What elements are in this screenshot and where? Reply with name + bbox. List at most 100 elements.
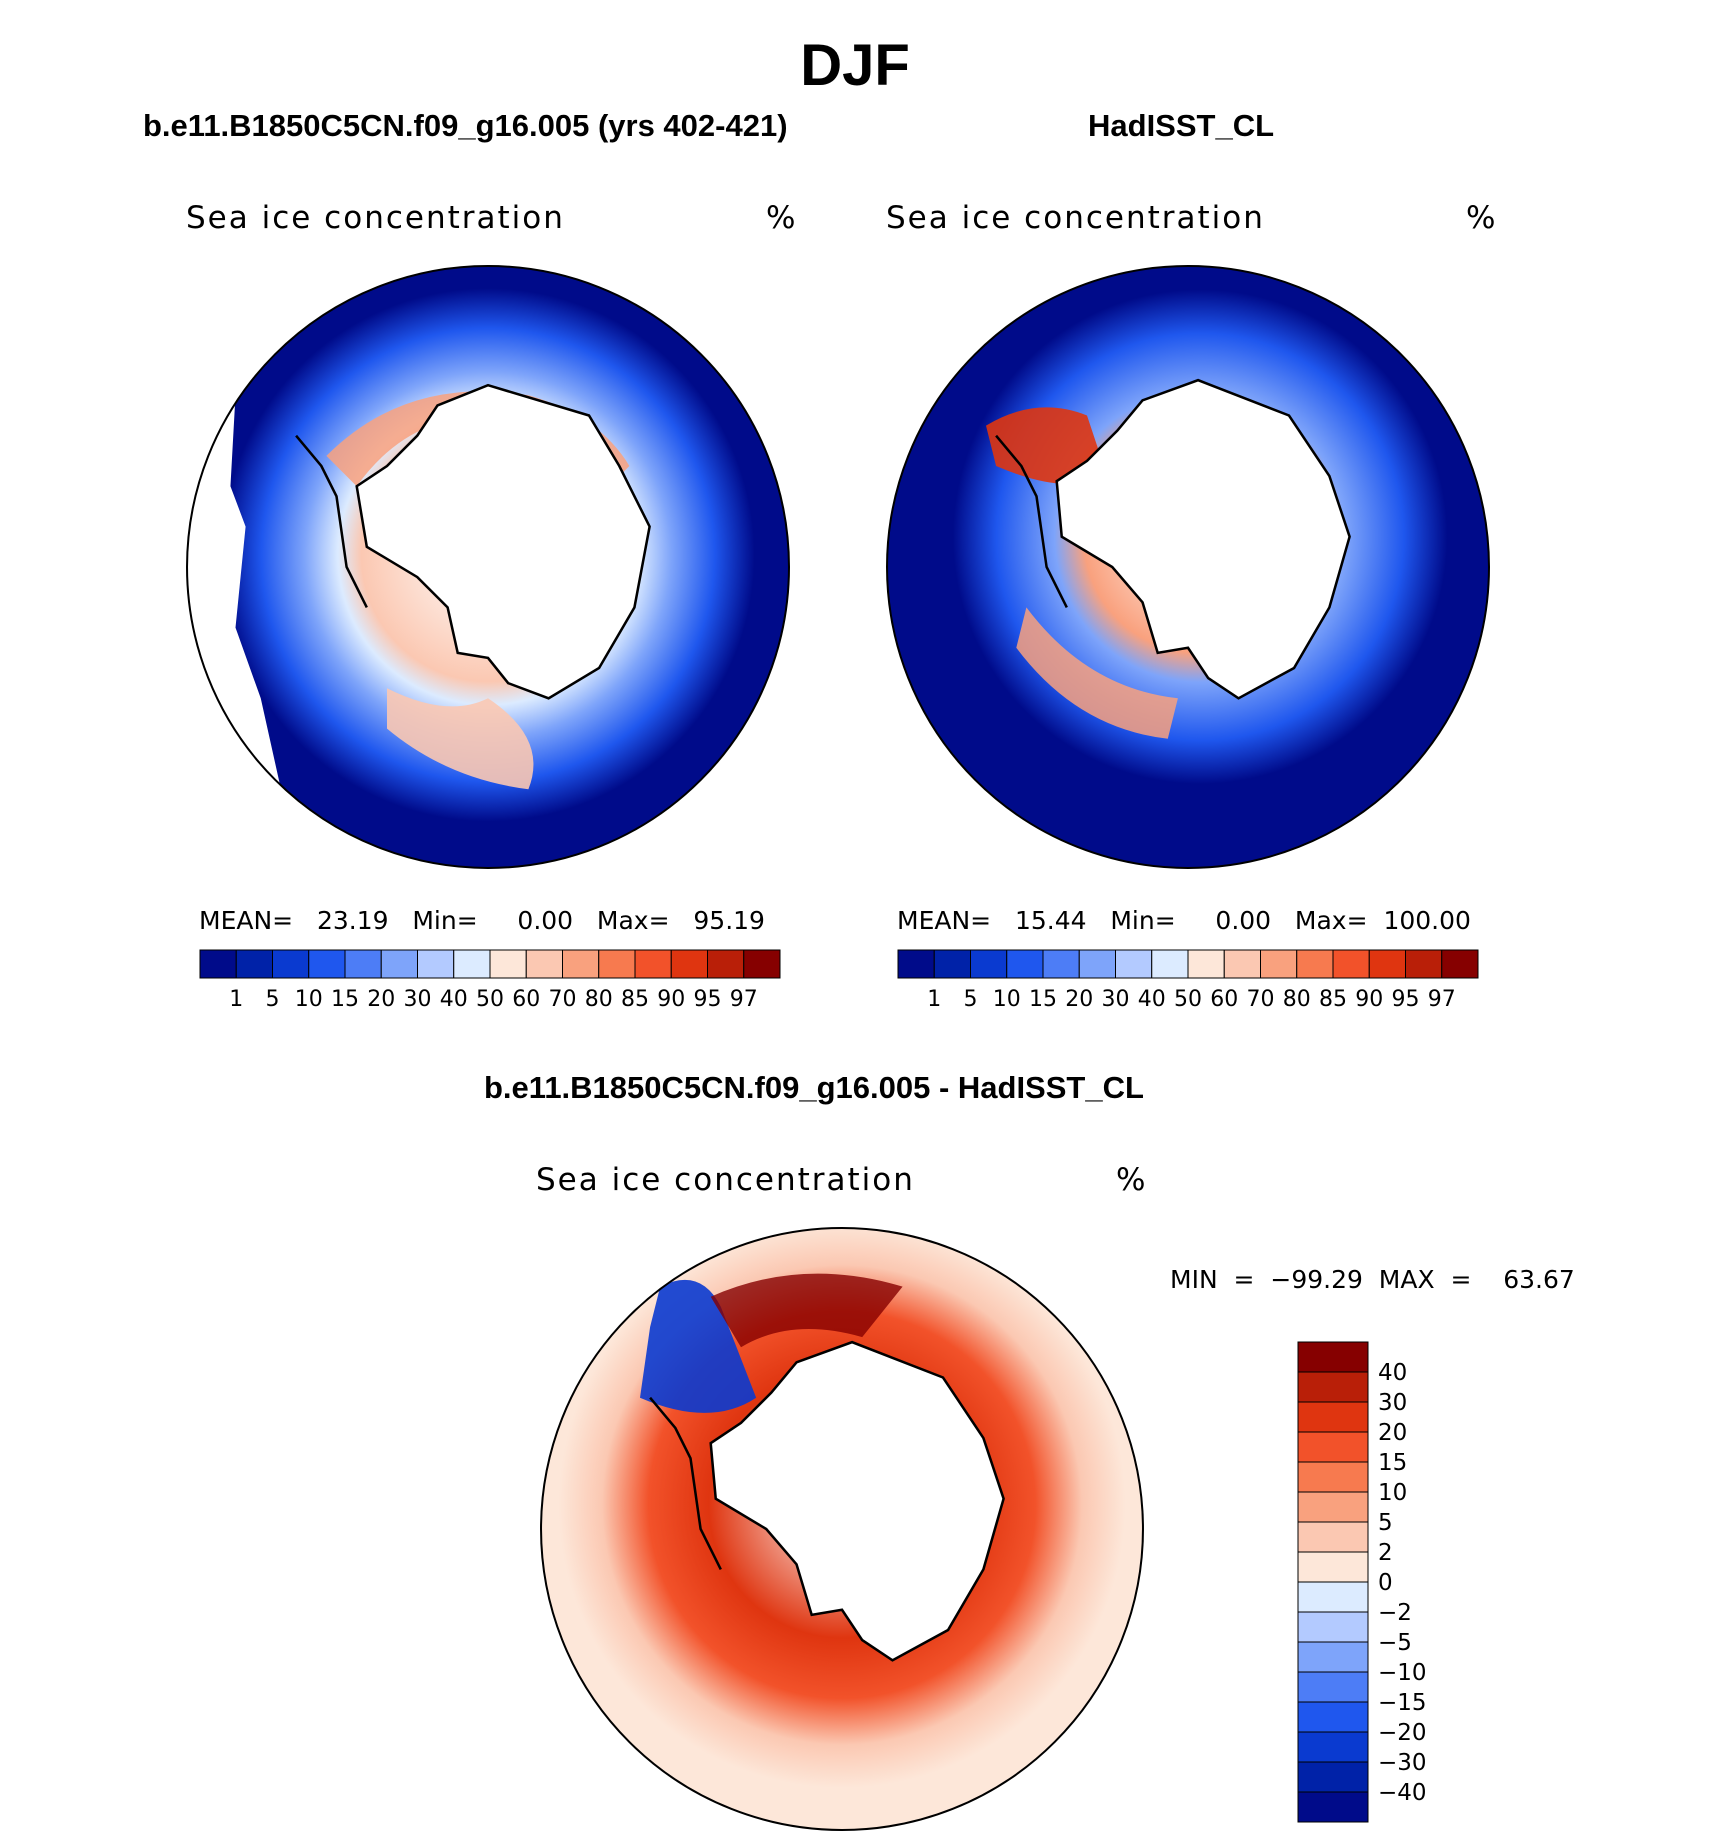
obs-colorbar-box: [1006, 949, 1044, 979]
obs-colorbar-tick-label: 60: [1210, 987, 1238, 1012]
diff-colorbar-box: [1297, 1731, 1369, 1763]
obs-colorbar-tick-label: 80: [1283, 987, 1311, 1012]
figure-title: DJF: [800, 33, 910, 98]
obs-colorbar-box: [1042, 949, 1080, 979]
diff-colorbar-box: [1297, 1341, 1369, 1373]
obs-colorbar-tick-label: 85: [1319, 987, 1347, 1012]
model-colorbar-tick-label: 30: [404, 987, 432, 1012]
model-colorbar-box: [670, 949, 708, 979]
obs-colorbar-box: [1078, 949, 1116, 979]
diff-colorbar-tick-label: 20: [1378, 1420, 1407, 1446]
model-colorbar-tick-label: 70: [549, 987, 577, 1012]
obs-variable-label: Sea ice concentration: [886, 200, 1265, 236]
model-colorbar-box: [344, 949, 382, 979]
model-colorbar-tick-label: 80: [585, 987, 613, 1012]
high-ice-band: [1016, 607, 1178, 739]
diff-colorbar-tick-label: −10: [1378, 1660, 1427, 1686]
diff-colorbar-tick-label: 2: [1378, 1540, 1393, 1566]
diff-colorbar-box: [1297, 1761, 1369, 1793]
diff-stats: MIN = −99.29 MAX = 63.67: [1170, 1265, 1575, 1294]
diff-colorbar-tick-label: 40: [1378, 1360, 1407, 1386]
obs-colorbar-box: [1405, 949, 1443, 979]
obs-colorbar-box: [1332, 949, 1370, 979]
peninsula-coastline: [649, 1396, 722, 1570]
high-ice-band: [387, 688, 534, 790]
diff-colorbar-box: [1297, 1521, 1369, 1553]
model-colorbar-tick-label: 90: [657, 987, 685, 1012]
model-units-label: %: [766, 200, 796, 236]
model-colorbar-box: [272, 949, 310, 979]
obs-panel-title: HadISST_CL: [1088, 108, 1275, 143]
obs-colorbar-box: [933, 949, 971, 979]
obs-colorbar-tick-label: 1: [927, 987, 941, 1012]
model-colorbar-tick-label: 50: [476, 987, 504, 1012]
diff-variable-label: Sea ice concentration: [536, 1162, 915, 1198]
diff-colorbar-tick-label: 15: [1378, 1450, 1407, 1476]
peninsula-coastline: [995, 434, 1068, 608]
diff-colorbar-tick-label: −40: [1378, 1780, 1427, 1806]
obs-colorbar-box: [897, 949, 935, 979]
max-anomaly-region: [710, 1273, 903, 1348]
antarctica-coastline: [709, 1340, 1005, 1662]
diff-colorbar-box: [1297, 1701, 1369, 1733]
diff-colorbar-box: [1297, 1641, 1369, 1673]
model-colorbar-tick-label: 40: [440, 987, 468, 1012]
obs-units-label: %: [1466, 200, 1496, 236]
diff-colorbar-tick-label: 5: [1378, 1510, 1393, 1536]
model-colorbar: 1 5 10 15 20 30 40 50 60 70 80 85 90 95 97: [199, 949, 781, 1012]
obs-colorbar-tick-label: 90: [1355, 987, 1383, 1012]
negative-anomaly-region: [640, 1279, 757, 1413]
diff-colorbar-box: [1297, 1431, 1369, 1463]
diff-colorbar-box: [1297, 1491, 1369, 1523]
model-colorbar-tick-label: 95: [694, 987, 722, 1012]
diff-colorbar-box: [1297, 1461, 1369, 1493]
obs-map: [886, 265, 1490, 869]
diff-colorbar-tick-label: 10: [1378, 1480, 1407, 1506]
model-colorbar-box: [489, 949, 527, 979]
model-variable-label: Sea ice concentration: [186, 200, 565, 236]
map-boundary: [886, 265, 1490, 869]
diff-colorbar-box: [1297, 1371, 1369, 1403]
diff-colorbar-tick-label: −5: [1378, 1630, 1412, 1656]
diff-units-label: %: [1116, 1162, 1146, 1198]
peninsula-coastline: [295, 434, 368, 608]
model-colorbar-tick-label: 1: [229, 987, 243, 1012]
model-colorbar-box: [598, 949, 636, 979]
model-stats: MEAN= 23.19 Min= 0.00 Max= 95.19: [199, 906, 765, 935]
obs-colorbar-box: [1260, 949, 1298, 979]
model-colorbar-tick-label: 20: [367, 987, 395, 1012]
model-colorbar-box: [634, 949, 672, 979]
model-colorbar-box: [308, 949, 346, 979]
diff-colorbar-tick-label: 30: [1378, 1390, 1407, 1416]
model-colorbar-box: [235, 949, 273, 979]
diff-colorbar-box: [1297, 1551, 1369, 1583]
diff-colorbar-tick-label: −15: [1378, 1690, 1427, 1716]
obs-colorbar-tick-label: 40: [1138, 987, 1166, 1012]
model-colorbar-tick-label: 85: [621, 987, 649, 1012]
diff-colorbar-tick-label: −30: [1378, 1750, 1427, 1776]
diff-colorbar-box: [1297, 1611, 1369, 1643]
antarctica-coastline: [355, 383, 651, 700]
obs-colorbar-tick-label: 70: [1247, 987, 1275, 1012]
high-ice-region: [986, 407, 1108, 485]
model-colorbar-tick-label: 10: [295, 987, 323, 1012]
diff-colorbar-tick-label: −20: [1378, 1720, 1427, 1746]
antarctica-coastline: [1055, 378, 1351, 700]
model-colorbar-box: [417, 949, 455, 979]
obs-colorbar-box: [1115, 949, 1153, 979]
diff-colorbar-box: [1297, 1791, 1369, 1823]
obs-colorbar-box: [970, 949, 1008, 979]
diff-colorbar-box: [1297, 1671, 1369, 1703]
model-colorbar-box: [562, 949, 600, 979]
obs-colorbar-tick-label: 50: [1174, 987, 1202, 1012]
model-colorbar-box: [380, 949, 418, 979]
diff-colorbar-box: [1297, 1581, 1369, 1613]
obs-colorbar-tick-label: 30: [1102, 987, 1130, 1012]
diff-colorbar-tick-label: 0: [1378, 1570, 1393, 1596]
diff-map: [540, 1227, 1144, 1831]
model-colorbar-box: [453, 949, 491, 979]
model-colorbar-box: [199, 949, 237, 979]
obs-colorbar-box: [1441, 949, 1479, 979]
obs-colorbar-tick-label: 15: [1029, 987, 1057, 1012]
